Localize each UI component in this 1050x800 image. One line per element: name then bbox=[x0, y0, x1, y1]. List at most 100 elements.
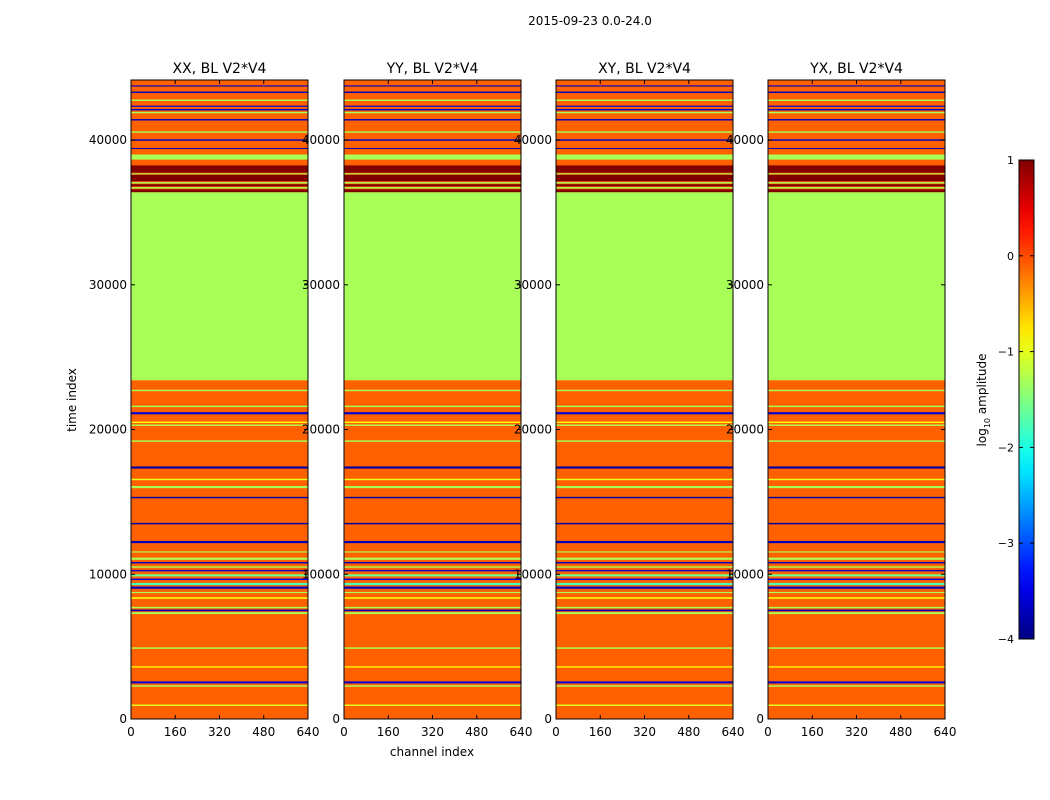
heatmap-band bbox=[344, 154, 521, 160]
colorbar bbox=[1018, 159, 1035, 640]
heatmap-band bbox=[131, 496, 308, 499]
heatmap-band bbox=[556, 389, 733, 392]
heatmap-band bbox=[768, 609, 945, 612]
heatmap-band bbox=[344, 578, 521, 581]
x-tick-label: 480 bbox=[252, 725, 275, 739]
panel-title: YX, BL V2*V4 bbox=[809, 61, 903, 77]
heatmap-band bbox=[344, 119, 521, 121]
x-tick-label: 640 bbox=[934, 725, 957, 739]
heatmap-band bbox=[556, 85, 733, 87]
heatmap-band bbox=[768, 478, 945, 481]
heatmap-band bbox=[768, 99, 945, 101]
heatmap-band bbox=[768, 85, 945, 87]
heatmap-band bbox=[556, 91, 733, 94]
heatmap-band bbox=[344, 421, 521, 424]
heatmap-band bbox=[131, 154, 308, 160]
colorbar-tick-label: −3 bbox=[998, 537, 1014, 550]
heatmap-band bbox=[768, 681, 945, 684]
figure-title: 2015-09-23 0.0-24.0 bbox=[528, 14, 652, 28]
heatmap-band bbox=[344, 609, 521, 612]
x-tick-label: 0 bbox=[127, 725, 135, 739]
heatmap-band bbox=[768, 111, 945, 114]
x-tick-label: 480 bbox=[677, 725, 700, 739]
colorbar-label: log10 amplitude bbox=[975, 354, 992, 447]
heatmap-band bbox=[344, 566, 521, 568]
x-tick-label: 640 bbox=[510, 725, 533, 739]
y-axis-label: time index bbox=[65, 368, 79, 432]
heatmap-band bbox=[131, 681, 308, 684]
heatmap-band bbox=[768, 192, 945, 381]
heatmap-band bbox=[344, 551, 521, 553]
panel-title: XX, BL V2*V4 bbox=[173, 61, 267, 77]
x-tick-label: 320 bbox=[845, 725, 868, 739]
heatmap-band bbox=[344, 85, 521, 87]
heatmap-band bbox=[768, 466, 945, 469]
heatmap-band bbox=[131, 131, 308, 133]
heatmap-band bbox=[556, 561, 733, 564]
heatmap-band bbox=[556, 108, 733, 111]
heatmap-band bbox=[768, 612, 945, 615]
heatmap-band bbox=[344, 105, 521, 107]
heatmap-band bbox=[344, 704, 521, 706]
heatmap-band bbox=[344, 569, 521, 572]
heatmap-band bbox=[768, 189, 945, 193]
y-tick-label: 30000 bbox=[514, 278, 552, 292]
heatmap-band bbox=[768, 485, 945, 489]
heatmap-band bbox=[768, 591, 945, 594]
y-tick-label: 10000 bbox=[89, 567, 127, 581]
heatmap-band bbox=[556, 111, 733, 114]
heatmap-band bbox=[556, 569, 733, 572]
x-tick-label: 480 bbox=[889, 725, 912, 739]
heatmap-band bbox=[768, 574, 945, 577]
heatmap-band bbox=[131, 405, 308, 408]
colorbar-tick-label: −4 bbox=[998, 633, 1014, 646]
heatmap-band bbox=[556, 557, 733, 560]
heatmap-band bbox=[344, 405, 521, 408]
heatmap-band bbox=[131, 485, 308, 489]
heatmap-band bbox=[768, 522, 945, 525]
heatmap-band bbox=[556, 496, 733, 499]
heatmap-band bbox=[131, 478, 308, 481]
y-tick-label: 30000 bbox=[89, 278, 127, 292]
heatmap-band bbox=[344, 440, 521, 442]
heatmap-band bbox=[131, 612, 308, 615]
heatmap-band bbox=[556, 119, 733, 121]
heatmap-band bbox=[556, 99, 733, 101]
x-tick-label: 160 bbox=[164, 725, 187, 739]
heatmap-band bbox=[556, 574, 733, 577]
heatmap-band bbox=[344, 681, 521, 684]
colorbar-tick-label: −2 bbox=[998, 441, 1014, 454]
x-tick-label: 160 bbox=[377, 725, 400, 739]
x-tick-label: 640 bbox=[297, 725, 320, 739]
heatmap-band bbox=[131, 99, 308, 101]
heatmap-band bbox=[344, 108, 521, 111]
heatmap-band bbox=[768, 139, 945, 141]
heatmap-band bbox=[768, 586, 945, 589]
heatmap-band bbox=[556, 421, 733, 424]
heatmap-band bbox=[131, 165, 308, 173]
heatmap-band bbox=[344, 666, 521, 668]
heatmap-band bbox=[344, 612, 521, 615]
y-tick-label: 20000 bbox=[514, 423, 552, 437]
heatmap-band bbox=[131, 108, 308, 111]
heatmap-band bbox=[131, 139, 308, 141]
y-tick-label: 40000 bbox=[726, 133, 764, 147]
heatmap-band bbox=[556, 405, 733, 408]
y-tick-label: 30000 bbox=[302, 278, 340, 292]
heatmap-band bbox=[344, 187, 521, 189]
heatmap-band bbox=[768, 496, 945, 499]
heatmap-band bbox=[768, 666, 945, 668]
panel-title: YY, BL V2*V4 bbox=[386, 61, 479, 77]
heatmap-band bbox=[131, 192, 308, 381]
x-axis-label: channel index bbox=[390, 745, 474, 759]
heatmap-band bbox=[768, 91, 945, 94]
heatmap-band bbox=[344, 192, 521, 381]
x-tick-label: 0 bbox=[340, 725, 348, 739]
heatmap-band bbox=[344, 478, 521, 481]
heatmap-band bbox=[131, 187, 308, 189]
heatmap-band bbox=[556, 647, 733, 649]
heatmap-band bbox=[768, 424, 945, 426]
colorbar-tick-label: 1 bbox=[1007, 154, 1014, 167]
heatmap-band bbox=[768, 174, 945, 182]
heatmap-band bbox=[556, 591, 733, 594]
